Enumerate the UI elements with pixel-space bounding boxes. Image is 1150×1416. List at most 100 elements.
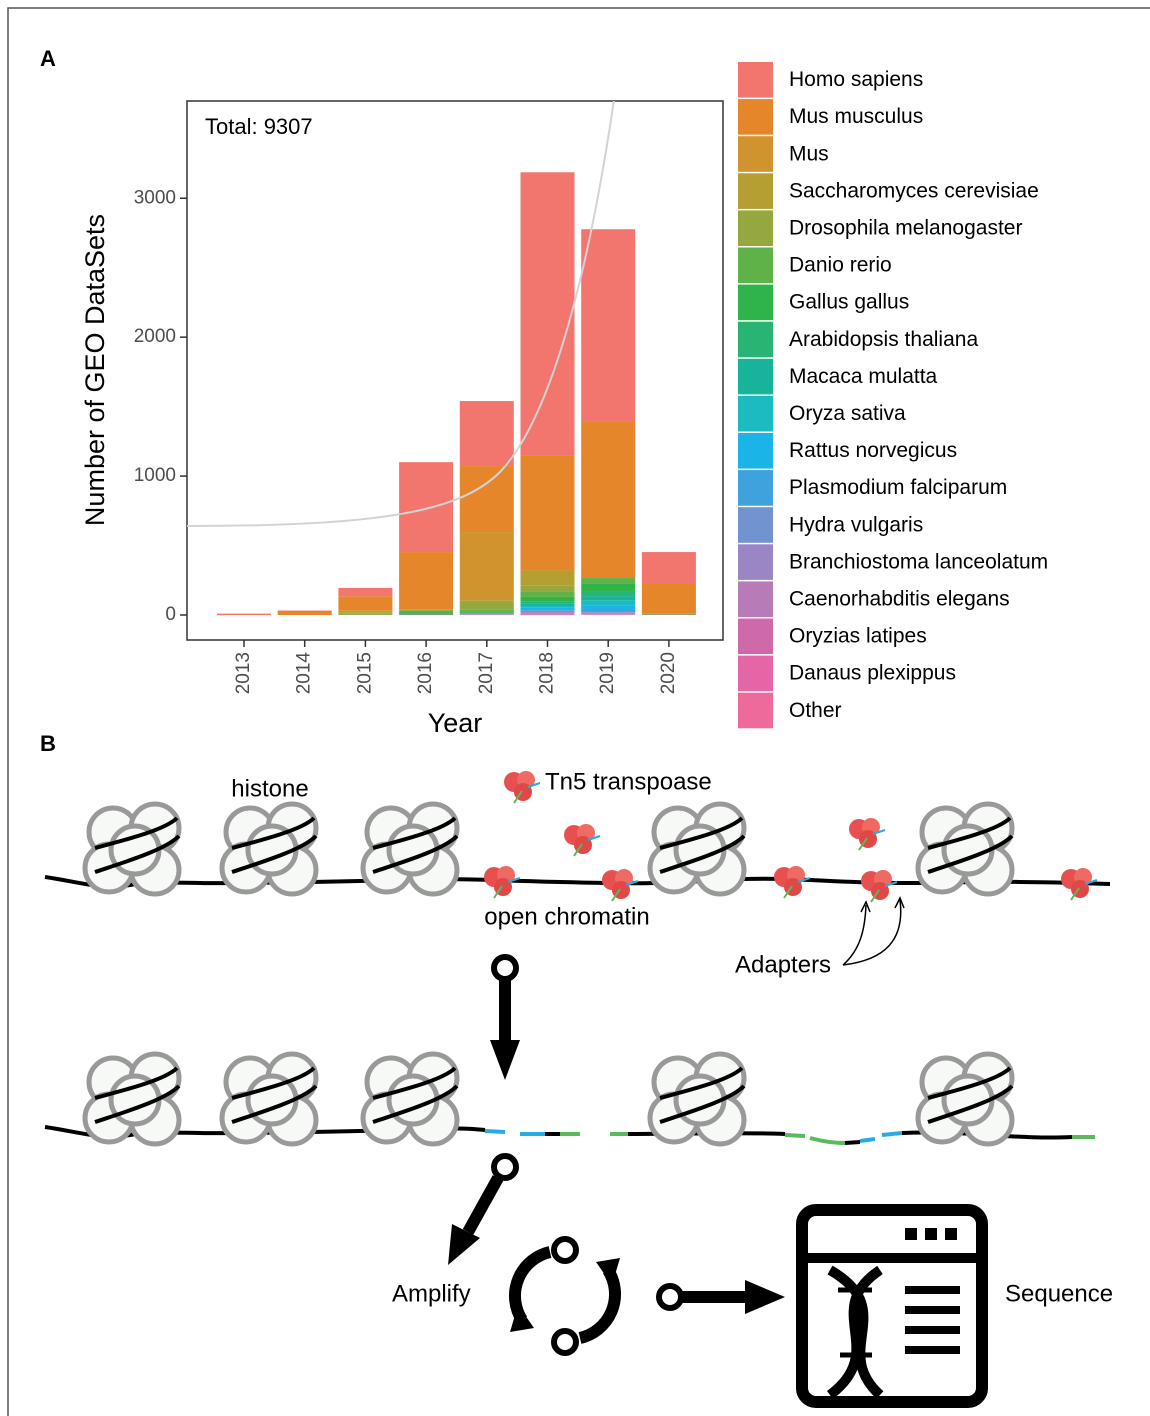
pointer-head [860,896,905,913]
bar-segment [338,612,393,614]
bar-segment [581,229,636,422]
nucleosome [650,1054,744,1144]
adapter [784,1133,806,1138]
bar-segment [520,611,575,613]
bar-segment [641,584,696,614]
bar-segment [520,605,575,608]
tn5 [563,823,601,857]
bar-segment [581,591,636,597]
legend-swatch [738,507,773,543]
nucleosome [85,804,179,894]
arrow-origin [491,954,519,982]
tn5 [773,865,811,899]
diagram: histone Tn5 transpoase open chromatin Ad… [44,768,1113,1408]
arrow [462,1175,504,1235]
legend-swatch [738,655,773,692]
legend-swatch [738,433,773,469]
bar-segment [459,532,514,601]
label: Sequence [1005,1280,1113,1307]
nucleosome [222,804,316,894]
tn5 [860,869,898,903]
adapter [809,1136,846,1145]
legend-swatch [738,210,773,246]
bar-segment [520,601,575,604]
x-tick-label: 2018 [537,652,558,694]
legend-swatch [738,321,773,358]
legend-label: Saccharomyces cerevisiae [789,179,1039,202]
x-axis-title: Year [428,708,483,738]
legend-label: Danio rerio [789,254,892,277]
bar-segment [338,587,393,597]
legend-label: Arabidopsis thaliana [789,328,978,351]
bar-segment [520,610,575,612]
legend-label: Homo sapiens [789,68,923,91]
bar-segment [399,462,454,553]
bar-segment [520,172,575,456]
label: open chromatin [484,903,649,930]
nucleosome [222,1054,316,1144]
bar-segment [520,455,575,570]
x-tick-label: 2017 [476,652,497,694]
bar-segment [581,421,636,579]
legend-swatch [738,284,773,321]
nucleosome [650,804,744,894]
bar-segment [459,600,514,602]
bar-segment [459,466,514,533]
x-tick-label: 2013 [233,652,254,694]
panel-label: A [40,46,56,71]
arrow-head [596,1258,620,1285]
bar-segment [399,613,454,615]
sequencer-icon [796,1204,988,1408]
bar-segment [641,613,696,615]
legend-label: Rattus norvegicus [789,439,957,462]
bars [217,172,696,615]
bar-segment [520,585,575,592]
legend-swatch [738,395,773,432]
bar-segment [338,614,393,615]
cycle-node [551,1328,579,1356]
arrow-head [510,1305,534,1332]
legend-swatch [738,470,773,506]
legend-label: Caenorhabditis elegans [789,587,1010,610]
y-tick-label: 0 [165,604,176,625]
bar-segment [520,607,575,610]
legend-label: Branchiostoma lanceolatum [789,550,1048,573]
label: Amplify [392,1280,471,1307]
trend-curve [187,101,615,527]
legend-swatch [738,544,773,580]
bar-segment [520,603,575,606]
bar-segment [399,610,454,613]
legend-swatch [738,581,773,617]
legend-label: Gallus gallus [789,291,909,314]
bar-segment [277,610,332,615]
nucleosome [363,804,457,894]
y-tick-label: 2000 [134,326,176,347]
bar-segment [581,578,636,584]
bar-segment [459,613,514,615]
arrow-head [448,1224,480,1265]
y-axis-title: Number of GEO DataSets [80,214,110,526]
legend-label: Other [789,699,842,722]
legend-swatch [738,99,773,135]
bar-segment [399,612,454,614]
label: Tn5 transpoase [545,768,712,795]
legend-label: Macaca mulatta [789,365,938,388]
bar-segment [581,612,636,613]
legend-label: Hydra vulgaris [789,513,923,536]
legend-label: Mus musculus [789,105,923,128]
bar-segment [520,570,575,586]
pointer [842,899,902,966]
nucleosome [85,1054,179,1144]
arrow-origin [491,1153,519,1181]
legend-swatch [738,62,773,98]
adapter [881,1131,903,1137]
label: Adapters [735,951,831,978]
legend-label: Oryza sativa [789,402,906,425]
bar-segment [520,569,575,571]
legend-swatch [738,136,773,172]
x-tick-label: 2019 [597,652,618,694]
bar-segment [520,614,575,615]
label: histone [231,775,308,802]
bar-segment [338,613,393,615]
